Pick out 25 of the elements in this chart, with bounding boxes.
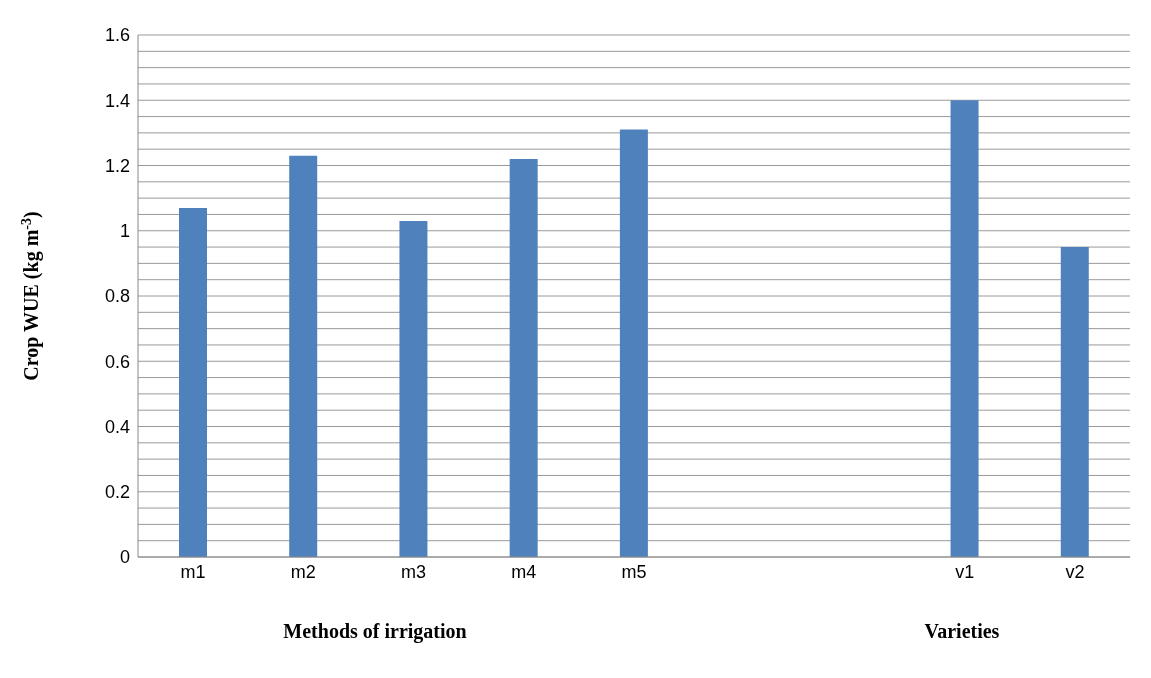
x-tick-label: m4 <box>511 561 537 582</box>
x-tick-label: m3 <box>401 561 427 582</box>
bar <box>509 158 538 557</box>
x-tick-label: m1 <box>180 561 206 582</box>
y-tick-label: 0.4 <box>104 416 130 437</box>
y-tick-label: 1 <box>119 221 130 242</box>
x-axis-title: Methods of irrigation <box>283 620 467 643</box>
y-tick-label: 0 <box>119 547 130 568</box>
bar <box>1060 247 1089 557</box>
bar <box>399 220 428 557</box>
bar <box>179 207 207 557</box>
y-tick-label: 0.2 <box>104 482 130 503</box>
x-tick-label: v2 <box>1065 561 1085 582</box>
bar <box>619 129 648 557</box>
y-tick-label: 0.8 <box>104 286 130 307</box>
bar <box>950 100 979 557</box>
y-tick-label: 1.4 <box>104 90 130 111</box>
y-tick-label: 1.2 <box>104 155 130 176</box>
x-tick-label: m5 <box>621 561 647 582</box>
y-tick-label: 1.6 <box>104 25 130 46</box>
bar <box>289 155 318 557</box>
x-tick-label: v1 <box>955 561 975 582</box>
text: Varieties <box>924 620 1000 642</box>
x-tick-label: m2 <box>290 561 316 582</box>
y-tick-label: 0.6 <box>104 351 130 372</box>
